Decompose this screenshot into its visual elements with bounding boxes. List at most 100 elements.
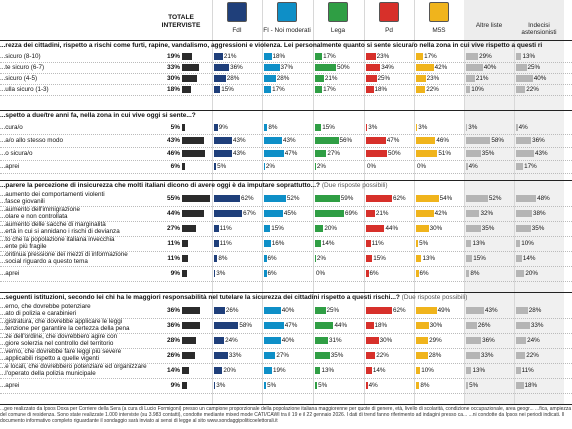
lega-value: 21%	[324, 75, 338, 82]
fdi-value: 9%	[218, 124, 228, 131]
row-divider	[0, 318, 572, 319]
indecisi-bar	[516, 163, 524, 170]
m5s-value: 8%	[420, 382, 430, 389]
column-header-indecisi: Indecisi astensionisti	[514, 0, 564, 40]
total-bar	[182, 270, 187, 277]
total-bar	[182, 124, 185, 131]
lega-bar	[315, 210, 344, 217]
indecisi-bar	[516, 150, 535, 157]
altre-value: 43%	[485, 307, 498, 314]
lega-bar	[315, 322, 334, 329]
row-divider	[0, 348, 572, 349]
total-value: 28%	[166, 337, 180, 344]
total-bar	[182, 86, 191, 93]
fdi-bar	[214, 163, 217, 170]
indecisi-bar	[516, 367, 521, 374]
fi-value: 18%	[272, 53, 286, 60]
m5s-bar	[416, 53, 424, 60]
pd-party-logo	[379, 2, 399, 22]
total-value: 9%	[170, 270, 180, 277]
lega-value: 69%	[344, 210, 358, 217]
fi-value: 43%	[283, 137, 296, 144]
column-label: FdI	[232, 27, 242, 34]
indecisi-value: 24%	[527, 337, 540, 344]
altre-bar	[466, 382, 469, 389]
pd-value: 47%	[386, 137, 400, 144]
row-divider	[0, 160, 572, 161]
row-label: ...e locali, che dovrebbero potenziare e…	[0, 363, 147, 377]
m5s-bar	[416, 307, 437, 314]
m5s-value: 3%	[418, 124, 428, 131]
altre-value: 8%	[470, 270, 480, 277]
fdi-bar	[214, 86, 221, 93]
lega-bar	[315, 255, 316, 262]
fi-value: 47%	[284, 150, 298, 157]
total-value: 30%	[166, 75, 180, 82]
pd-value: 11%	[371, 240, 384, 247]
m5s-bar	[416, 210, 434, 217]
fi-bar	[264, 270, 267, 277]
indecisi-bar	[516, 307, 528, 314]
indecisi-value: 43%	[535, 150, 548, 157]
total-bar	[182, 64, 199, 71]
m5s-value: 46%	[436, 137, 449, 144]
fi-bar	[264, 307, 281, 314]
fi-bar	[264, 322, 284, 329]
indecisi-value: 20%	[525, 270, 538, 277]
pd-bar	[366, 307, 393, 314]
column-header-lega: Lega	[313, 0, 363, 40]
row-divider	[0, 84, 572, 85]
lega-bar	[315, 163, 316, 170]
pd-bar	[366, 240, 371, 247]
indecisi-value: 35%	[531, 225, 545, 232]
column-separator	[464, 0, 465, 404]
pd-bar	[366, 255, 373, 262]
lega-value: 17%	[323, 53, 336, 60]
lega-value: 17%	[323, 86, 336, 93]
lega-bar	[315, 53, 323, 60]
fi-value: 19%	[272, 367, 286, 374]
indecisi-bar	[516, 322, 530, 329]
indecisi-bar	[516, 225, 531, 232]
lega-bar	[315, 137, 339, 144]
fi-value: 8%	[268, 124, 278, 131]
row-label: ...aprei	[0, 270, 20, 277]
fi-bar	[264, 382, 267, 389]
altre-value: 33%	[480, 352, 494, 359]
indecisi-value: 4%	[518, 124, 528, 131]
row-label: ...to che la popolazione italiana invecc…	[0, 236, 115, 250]
lega-bar	[315, 352, 330, 359]
m5s-bar	[416, 352, 428, 359]
m5s-value: 10%	[421, 367, 434, 374]
fdi-bar	[214, 270, 216, 277]
lega-bar	[315, 195, 340, 202]
fdi-bar	[214, 322, 239, 329]
fdi-value: 43%	[233, 150, 246, 157]
m5s-value: 22%	[426, 86, 439, 93]
fi-value: 37%	[280, 64, 294, 71]
m5s-value: 5%	[419, 240, 429, 247]
pd-bar	[366, 270, 369, 277]
question-title-4: ...seguenti istituzioni, secondo lei chi…	[0, 292, 572, 302]
total-value: 19%	[166, 53, 180, 60]
row-divider	[0, 378, 572, 379]
pd-bar	[366, 64, 381, 71]
fdi-bar	[214, 150, 233, 157]
row-label: ...aumento delle sacche di marginalità .…	[0, 221, 120, 235]
column-label: Indecisi astensionisti	[521, 22, 557, 36]
row-divider	[0, 333, 572, 334]
fi-bar	[264, 86, 272, 93]
m5s-value: 0%	[417, 163, 427, 170]
total-column-header: TOTALE INTERVISTE	[161, 14, 201, 29]
lega-value: 2%	[316, 255, 326, 262]
fi-bar	[264, 150, 284, 157]
methodology-note: ...geo realizzato da Ipsos Doxa per Corr…	[0, 404, 572, 429]
indecisi-bar	[516, 352, 526, 359]
altre-value: 36%	[482, 337, 495, 344]
row-label: ...aumento dell'immigrazione ...olare e …	[0, 206, 80, 220]
indecisi-value: 25%	[527, 64, 541, 71]
fdi-value: 20%	[223, 367, 236, 374]
column-label: FI - Noi moderati	[263, 27, 311, 34]
column-separator	[364, 0, 365, 404]
pd-bar	[366, 322, 374, 329]
